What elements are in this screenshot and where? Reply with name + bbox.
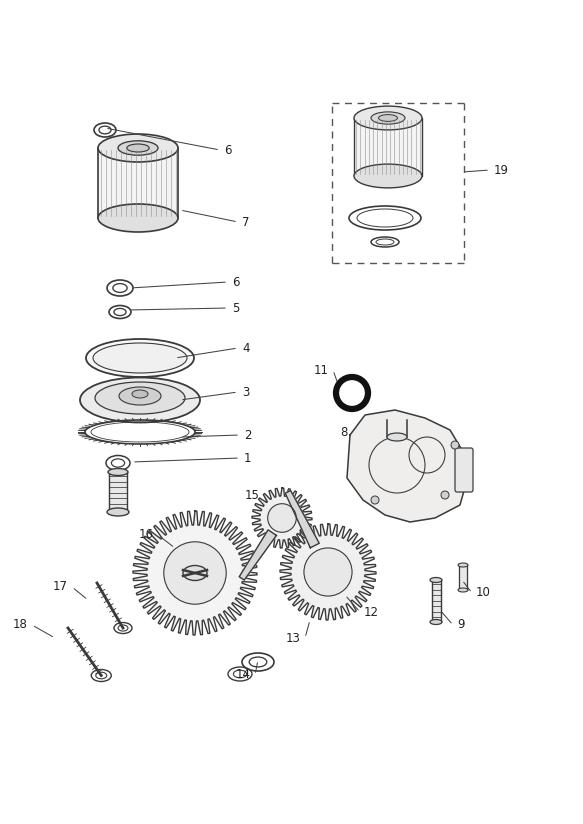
FancyBboxPatch shape [455,448,473,492]
Ellipse shape [80,377,200,423]
Ellipse shape [371,112,405,124]
Ellipse shape [458,588,468,592]
Text: 14: 14 [236,668,251,681]
Text: 3: 3 [242,386,250,399]
Text: 9: 9 [457,619,465,631]
FancyBboxPatch shape [98,148,178,218]
Ellipse shape [387,433,407,441]
FancyBboxPatch shape [354,118,422,176]
Polygon shape [431,580,441,622]
Ellipse shape [183,565,207,580]
Ellipse shape [108,469,128,475]
Text: 4: 4 [242,341,250,354]
Ellipse shape [119,387,161,405]
Ellipse shape [127,144,149,152]
Circle shape [268,503,296,532]
Ellipse shape [98,204,178,232]
Text: 12: 12 [364,606,379,619]
Text: 17: 17 [53,580,68,593]
Polygon shape [280,524,376,620]
Ellipse shape [378,115,398,121]
Text: 13: 13 [286,631,301,644]
Polygon shape [285,490,319,548]
Circle shape [371,496,379,504]
Ellipse shape [354,106,422,130]
Polygon shape [347,410,467,522]
Ellipse shape [93,343,187,373]
Polygon shape [252,488,312,548]
Circle shape [451,441,459,449]
Text: 8: 8 [340,425,348,438]
Polygon shape [109,472,127,512]
Text: 16: 16 [139,528,154,541]
Text: 7: 7 [242,216,250,228]
Ellipse shape [118,141,158,155]
Text: 11: 11 [314,363,329,377]
Polygon shape [239,530,276,580]
Ellipse shape [430,620,442,625]
Ellipse shape [86,339,194,377]
Ellipse shape [95,382,185,414]
Text: 19: 19 [494,163,509,176]
Text: 5: 5 [232,302,240,315]
Ellipse shape [98,134,178,162]
Ellipse shape [458,563,468,567]
Ellipse shape [132,390,148,398]
Circle shape [164,542,226,604]
Polygon shape [133,511,257,635]
Circle shape [441,491,449,499]
Text: 1: 1 [244,452,251,465]
Text: 6: 6 [224,143,231,157]
Ellipse shape [354,164,422,188]
Ellipse shape [430,578,442,583]
Text: 2: 2 [244,428,251,442]
Ellipse shape [107,508,129,516]
Text: 18: 18 [13,619,28,631]
Polygon shape [459,565,467,590]
Circle shape [304,548,352,596]
Text: 15: 15 [245,489,260,502]
Text: 6: 6 [232,275,240,288]
Text: 10: 10 [476,587,491,600]
